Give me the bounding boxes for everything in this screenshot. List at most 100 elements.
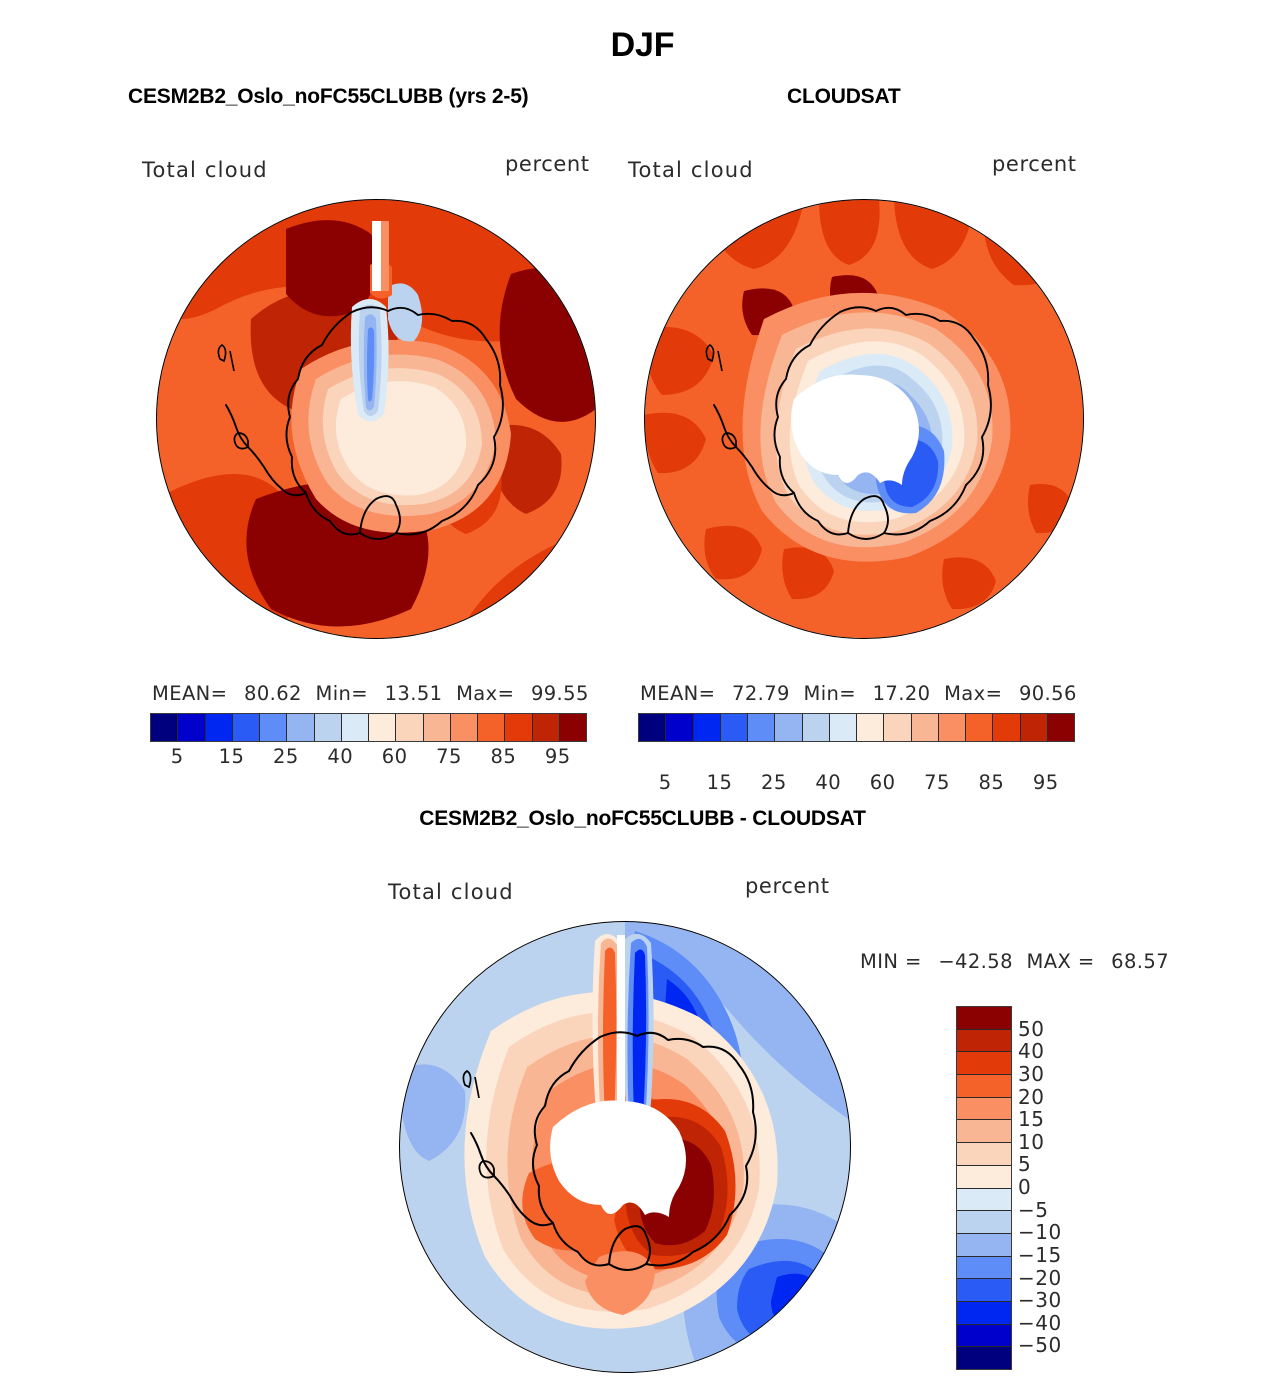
colorbar-swatch <box>748 714 776 741</box>
colorbar-tick-label: 60 <box>381 745 408 768</box>
stats-model: MEAN= 80.62 Min= 13.51 Max= 99.55 <box>152 682 596 705</box>
colorbar-swatch <box>532 714 560 741</box>
colorbar-swatch <box>957 1165 1011 1189</box>
stats-obs-min-label: Min= <box>803 682 857 705</box>
colorbar-swatch <box>957 1233 1011 1257</box>
colorbar-swatch <box>966 714 994 741</box>
colorbar-difference-labels: 50 40 30 20 15 10 5 0 −5 −10 −15 −20 −30 −40 −50 <box>1018 1006 1088 1368</box>
colorbar-swatch <box>559 714 586 741</box>
colorbar-tick-label: 25 <box>273 745 299 768</box>
colorbar-tick-label: 15 <box>706 771 733 794</box>
colorbar-tick-label: 20 <box>1018 1084 1045 1109</box>
stats-obs-min-value: 17.20 <box>872 682 931 705</box>
colorbar-swatch <box>911 714 939 741</box>
colorbar-tick-label: 0 <box>1018 1175 1032 1199</box>
colorbar-swatch <box>775 714 803 741</box>
panel-title-model: CESM2B2_Oslo_noFC55CLUBB (yrs 2-5) <box>128 85 529 108</box>
colorbar-tick-label: −30 <box>1018 1288 1062 1313</box>
colorbar-tick-label: 25 <box>761 771 787 794</box>
colorbar-tick-label: −40 <box>1018 1310 1062 1335</box>
colorbar-swatch <box>232 714 260 741</box>
colorbar-swatch <box>938 714 966 741</box>
colorbar-swatch <box>693 714 721 741</box>
colorbar-swatch <box>957 1097 1011 1121</box>
field-label-model: Total cloud <box>142 158 268 182</box>
field-label-obs: Total cloud <box>628 158 754 182</box>
stats-model-max-value: 99.55 <box>530 682 589 705</box>
colorbar-swatch <box>957 1029 1011 1053</box>
colorbar-tick-label: 60 <box>869 771 896 794</box>
unit-label-model: percent <box>505 152 590 176</box>
stats-obs-max-value: 90.56 <box>1018 682 1077 705</box>
colorbar-tick-label: 5 <box>658 771 672 794</box>
colorbar-swatch <box>957 1324 1011 1348</box>
model-polar-map <box>156 199 596 639</box>
colorbar-swatch <box>957 1279 1011 1302</box>
colorbar-swatch <box>505 714 533 741</box>
colorbar-swatch <box>802 714 830 741</box>
colorbar-swatch <box>1020 714 1048 741</box>
colorbar-swatch <box>829 714 857 741</box>
stats-model-mean-label: MEAN= <box>152 682 228 705</box>
panel-title-difference: CESM2B2_Oslo_noFC55CLUBB - CLOUDSAT <box>419 807 866 830</box>
colorbar-swatch <box>957 1301 1011 1325</box>
colorbar-tick-label: −5 <box>1018 1197 1049 1222</box>
colorbar-tick-label: 50 <box>1018 1016 1045 1041</box>
stats-model-mean-value: 80.62 <box>244 682 302 705</box>
colorbar-swatch <box>666 714 694 741</box>
main-title: DJF <box>610 26 675 64</box>
colorbar-tick-label: 75 <box>924 771 950 794</box>
colorbar-swatch <box>720 714 748 741</box>
colorbar-tick-label: 85 <box>490 745 517 768</box>
stats-model-max-label: Max= <box>456 682 515 705</box>
colorbar-swatch <box>884 714 912 741</box>
colorbar-model <box>150 713 587 742</box>
colorbar-obs <box>638 713 1075 742</box>
colorbar-tick-label: 5 <box>170 745 184 768</box>
colorbar-swatch <box>957 1052 1011 1076</box>
colorbar-swatch <box>957 1120 1011 1144</box>
cloudsat-polar-map <box>644 199 1084 639</box>
colorbar-tick-label: 95 <box>544 745 571 768</box>
colorbar-swatch <box>993 714 1021 741</box>
colorbar-swatch <box>287 714 315 741</box>
colorbar-tick-label: 75 <box>436 745 462 768</box>
colorbar-tick-label: 40 <box>327 745 354 768</box>
colorbar-tick-label: 5 <box>1018 1152 1032 1177</box>
colorbar-tick-label: 95 <box>1032 771 1059 794</box>
colorbar-swatch <box>178 714 206 741</box>
colorbar-obs-labels: 5 15 25 40 60 75 85 95 <box>638 771 1073 797</box>
colorbar-swatch <box>396 714 424 741</box>
colorbar-tick-label: 10 <box>1018 1129 1045 1154</box>
colorbar-swatch <box>857 714 885 741</box>
colorbar-tick-label: 15 <box>1018 1107 1045 1132</box>
colorbar-tick-label: −15 <box>1018 1242 1062 1267</box>
colorbar-swatch <box>423 714 451 741</box>
stats-obs-mean-label: MEAN= <box>640 682 716 705</box>
colorbar-tick-label: −10 <box>1018 1220 1062 1245</box>
panel-title-obs: CLOUDSAT <box>787 85 901 108</box>
colorbar-swatch <box>957 1075 1011 1098</box>
colorbar-swatch <box>1047 714 1074 741</box>
stats-obs: MEAN= 72.79 Min= 17.20 Max= 90.56 <box>640 682 1084 705</box>
stats-difference-max-label: MAX = <box>1026 950 1095 973</box>
colorbar-swatch <box>151 714 179 741</box>
colorbar-swatch <box>957 1256 1011 1280</box>
colorbar-tick-label: −20 <box>1018 1265 1062 1290</box>
colorbar-swatch <box>957 1007 1011 1030</box>
difference-polar-map <box>399 921 851 1373</box>
stats-difference-min-value: −42.58 <box>938 950 1013 973</box>
colorbar-swatch <box>957 1143 1011 1166</box>
colorbar-tick-label: 30 <box>1018 1061 1045 1086</box>
colorbar-swatch <box>341 714 369 741</box>
unit-label-obs: percent <box>992 152 1077 176</box>
colorbar-tick-label: −50 <box>1018 1333 1062 1358</box>
colorbar-model-labels: 5 15 25 40 60 75 85 95 <box>150 745 585 771</box>
stats-obs-max-label: Max= <box>944 682 1003 705</box>
stats-difference-min-label: MIN = <box>860 950 922 973</box>
unit-label-difference: percent <box>745 874 830 898</box>
stats-model-min-value: 13.51 <box>384 682 443 705</box>
colorbar-swatch <box>314 714 342 741</box>
stats-difference: MIN = −42.58 MAX = 68.57 <box>860 950 1176 973</box>
colorbar-difference <box>956 1006 1012 1370</box>
